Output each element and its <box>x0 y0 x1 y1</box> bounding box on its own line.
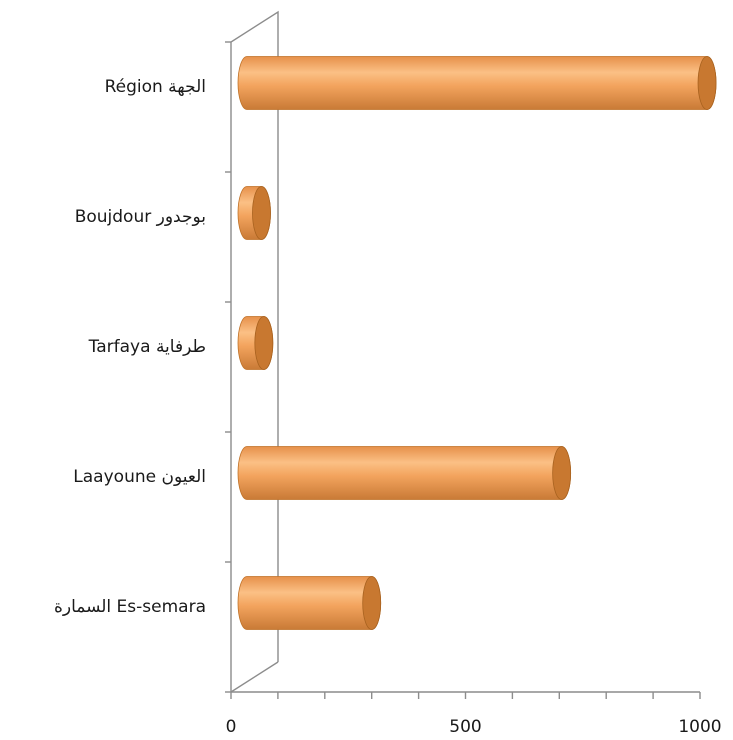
bar-end-cap <box>697 56 717 110</box>
bar-body <box>237 446 572 500</box>
bar-body <box>237 56 717 110</box>
x-tick-label: 1000 <box>678 717 721 737</box>
bar <box>237 56 717 110</box>
bar-end-cap <box>362 576 382 630</box>
floor-edge <box>230 661 279 693</box>
bar-end-cap <box>252 186 271 240</box>
side-wall <box>230 10 279 692</box>
bar <box>237 316 274 370</box>
chart-axes <box>225 10 701 699</box>
category-label: Tarfaya طرفاية <box>88 337 206 357</box>
x-tick-label: 500 <box>449 717 481 737</box>
bar-end-cap <box>254 316 274 370</box>
bar-body <box>237 576 382 630</box>
bar <box>237 446 572 500</box>
bar <box>237 576 382 630</box>
x-tick-label: 0 <box>226 717 237 737</box>
category-label: Région الجهة <box>105 77 206 97</box>
chart-bars <box>237 56 717 630</box>
chart-labels: 0 500 1000 السمارة Es-semara Laayoune العيون… <box>54 77 722 737</box>
category-label: السمارة Es-semara <box>54 597 206 617</box>
bar-end-cap <box>552 446 572 500</box>
category-label: Laayoune العيون <box>73 467 206 487</box>
bar <box>237 186 271 240</box>
category-label: Boujdour بوجدور <box>75 207 206 227</box>
